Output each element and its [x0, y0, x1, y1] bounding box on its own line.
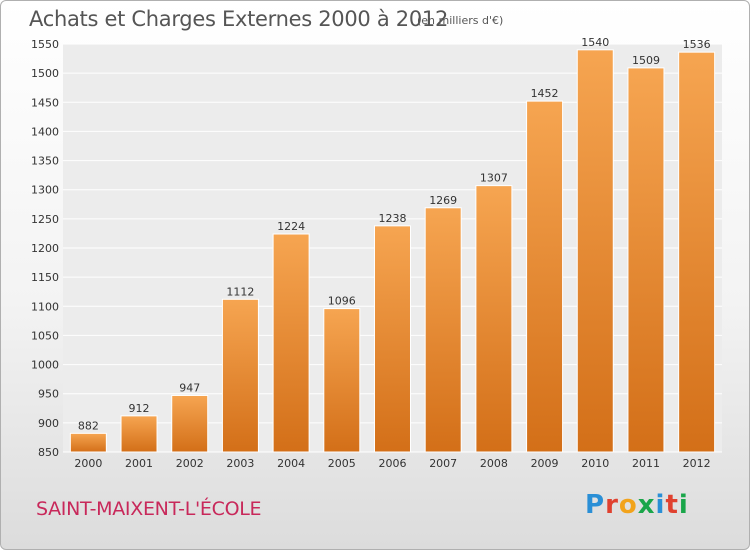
bar-value-label: 1096 [328, 295, 356, 308]
bar-value-label: 947 [179, 381, 200, 394]
y-tick-label: 1000 [31, 359, 59, 372]
x-tick-label: 2002 [176, 457, 204, 470]
location-name: SAINT-MAIXENT-L'ÉCOLE [36, 498, 262, 520]
logo-letter: r [605, 490, 619, 520]
chart-title: Achats et Charges Externes 2000 à 2012 [29, 7, 449, 31]
y-tick-label: 1300 [31, 184, 59, 197]
bar-2005 [323, 308, 361, 453]
bar-2000 [69, 432, 107, 453]
bar-2001 [120, 415, 158, 453]
x-tick-label: 2006 [379, 457, 407, 470]
y-tick-label: 950 [38, 388, 59, 401]
bar-value-label: 1509 [632, 54, 660, 67]
x-tick-label: 2005 [328, 457, 356, 470]
bar-value-label: 1452 [531, 87, 559, 100]
x-tick-label: 2004 [277, 457, 305, 470]
logo-letter: i [678, 490, 689, 520]
x-tick-label: 2000 [74, 457, 102, 470]
logo-letter: x [637, 490, 656, 520]
bars: 882 912 947 1112 1224 1096 1238 1269 1307 1452 154… [69, 36, 716, 453]
bar-2012 [678, 51, 716, 453]
y-tick-label: 1100 [31, 300, 59, 313]
y-tick-label: 900 [38, 417, 59, 430]
y-tick-label: 1500 [31, 67, 59, 80]
bar-value-label: 1540 [581, 36, 609, 49]
bar-value-label: 1238 [379, 212, 407, 225]
bar-value-label: 912 [129, 402, 150, 415]
bar-value-label: 882 [78, 419, 99, 432]
y-tick-label: 1150 [31, 271, 59, 284]
logo-letter: P [585, 490, 606, 520]
logo-letter: t [665, 490, 679, 520]
bar-2007 [424, 207, 462, 453]
x-tick-label: 2009 [531, 457, 559, 470]
y-tick-label: 1200 [31, 242, 59, 255]
x-tick-label: 2008 [480, 457, 508, 470]
bar-value-label: 1307 [480, 172, 508, 185]
bar-2011 [627, 67, 665, 453]
logo-letter: o [618, 490, 638, 520]
logo-letter: i [655, 490, 666, 520]
y-tick-label: 1050 [31, 329, 59, 342]
bar-2008 [475, 185, 513, 453]
y-tick-label: 1350 [31, 155, 59, 168]
bar-value-label: 1112 [226, 285, 254, 298]
x-tick-label: 2011 [632, 457, 660, 470]
x-tick-label: 2001 [125, 457, 153, 470]
x-axis-ticks: 2000 2001 2002 2003 2004 2005 2006 2007 2008 2009… [74, 457, 710, 470]
y-tick-label: 1250 [31, 213, 59, 226]
x-tick-label: 2010 [581, 457, 609, 470]
x-tick-label: 2012 [683, 457, 711, 470]
proxiti-logo: Proxiti [585, 490, 689, 520]
y-tick-label: 850 [38, 446, 59, 459]
bar-2003 [221, 298, 259, 453]
chart-subtitle: (en milliers d'€) [417, 14, 504, 27]
bar-value-label: 1224 [277, 220, 305, 233]
bar-2010 [576, 49, 614, 453]
y-tick-label: 1550 [31, 38, 59, 51]
bar-2009 [526, 100, 564, 453]
bar-value-label: 1269 [429, 194, 457, 207]
bar-2004 [272, 233, 310, 453]
y-tick-label: 1400 [31, 125, 59, 138]
x-tick-label: 2003 [226, 457, 254, 470]
y-axis-ticks: 850 900 950 1000 1050 1100 1150 1200 1250 1300 135… [31, 38, 59, 459]
y-tick-label: 1450 [31, 96, 59, 109]
x-tick-label: 2007 [429, 457, 457, 470]
bar-2006 [374, 225, 411, 453]
bar-2002 [171, 394, 209, 453]
bar-value-label: 1536 [683, 38, 711, 51]
